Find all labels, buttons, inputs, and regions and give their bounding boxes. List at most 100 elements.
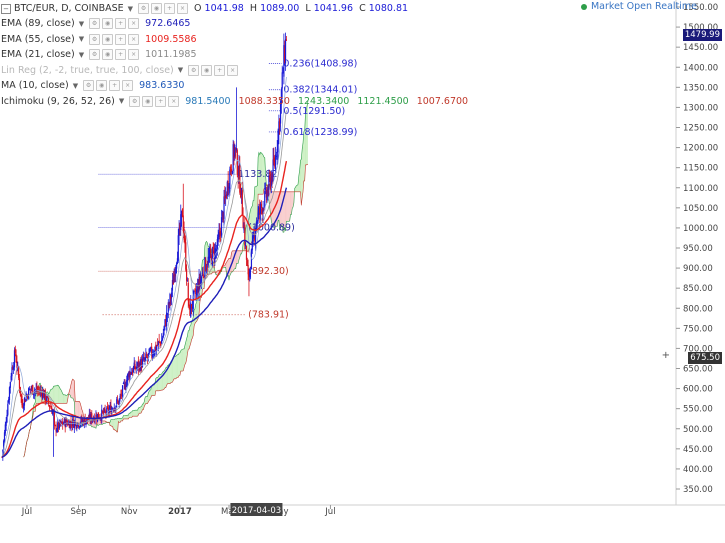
add-icon[interactable]: + bbox=[214, 64, 226, 76]
candle-body bbox=[192, 293, 194, 309]
settings-icon[interactable]: ⚙ bbox=[138, 3, 150, 14]
close-icon[interactable]: × bbox=[177, 3, 189, 14]
add-icon[interactable]: + bbox=[109, 80, 121, 91]
settings-icon[interactable]: ⚙ bbox=[188, 64, 200, 76]
candle-body bbox=[157, 341, 159, 345]
cloud-segment bbox=[76, 401, 77, 423]
close-icon[interactable]: × bbox=[128, 33, 140, 45]
close-icon[interactable]: × bbox=[128, 49, 140, 60]
y-tick-label: 700.00 bbox=[683, 344, 713, 354]
crosshair-plus-icon[interactable]: + bbox=[661, 350, 670, 361]
cloud-segment bbox=[174, 356, 175, 379]
eye-icon[interactable]: ◉ bbox=[102, 33, 114, 45]
cloud-segment bbox=[64, 394, 66, 404]
settings-icon[interactable]: ⚙ bbox=[89, 18, 101, 29]
cloud-segment bbox=[191, 320, 193, 340]
chevron-down-icon[interactable]: ▼ bbox=[127, 4, 134, 13]
indicator-name[interactable]: Lin Reg (2, -2, true, true, 100, close) bbox=[1, 64, 174, 76]
candle-body bbox=[103, 408, 105, 413]
eye-icon[interactable]: ◉ bbox=[102, 18, 114, 29]
candle-body bbox=[194, 289, 196, 291]
candle-body bbox=[118, 399, 120, 404]
cloud-segment bbox=[184, 345, 185, 368]
candle-body bbox=[175, 267, 177, 274]
close-icon[interactable]: × bbox=[128, 18, 140, 29]
candle-body bbox=[254, 237, 256, 241]
x-tick-label: Mar bbox=[221, 507, 238, 517]
cloud-segment bbox=[263, 155, 264, 195]
candle-body bbox=[165, 320, 167, 326]
candle-body bbox=[76, 427, 78, 429]
candle-body bbox=[190, 302, 192, 317]
candle-body bbox=[284, 39, 287, 64]
settings-icon[interactable]: ⚙ bbox=[83, 80, 95, 91]
add-icon[interactable]: + bbox=[115, 33, 127, 45]
cloud-segment bbox=[135, 410, 137, 417]
candle-body bbox=[146, 354, 148, 357]
cloud-segment bbox=[195, 302, 197, 323]
candle-body bbox=[221, 210, 223, 216]
cloud-segment bbox=[296, 185, 298, 192]
candle-body bbox=[150, 347, 152, 350]
indicator-name[interactable]: EMA (89, close) bbox=[1, 18, 75, 29]
candle-body bbox=[195, 289, 198, 296]
indicator-name[interactable]: MA (10, close) bbox=[1, 80, 69, 91]
cloud-segment bbox=[197, 297, 199, 320]
price-level-label: (892.30) bbox=[248, 266, 289, 277]
candle-body bbox=[205, 268, 208, 270]
chevron-down-icon[interactable]: ▼ bbox=[72, 81, 79, 90]
eye-icon[interactable]: ◉ bbox=[102, 49, 114, 60]
y-tick-label: 600.00 bbox=[683, 385, 713, 395]
chevron-down-icon[interactable]: ▼ bbox=[118, 97, 125, 105]
candle-body bbox=[143, 358, 145, 361]
close-icon[interactable]: × bbox=[227, 64, 239, 76]
candle-body bbox=[233, 144, 235, 158]
candle-body bbox=[137, 360, 139, 369]
cloud-segment bbox=[134, 410, 136, 417]
candle-body bbox=[9, 382, 11, 388]
cloud-segment bbox=[179, 350, 181, 376]
chevron-down-icon[interactable]: ▼ bbox=[78, 50, 85, 59]
candle-body bbox=[245, 244, 247, 247]
add-icon[interactable]: + bbox=[115, 18, 127, 29]
candle-body bbox=[68, 421, 70, 428]
indicator-action-buttons: ⚙ ◉ + × bbox=[89, 33, 140, 45]
settings-icon[interactable]: ⚙ bbox=[129, 95, 141, 107]
settings-icon[interactable]: ⚙ bbox=[89, 33, 101, 45]
candle-body bbox=[144, 357, 146, 361]
fib-level-label: 0.236(1408.98) bbox=[283, 59, 357, 70]
eye-icon[interactable]: ◉ bbox=[201, 64, 213, 76]
candle-body bbox=[87, 419, 90, 421]
eye-icon[interactable]: ◉ bbox=[151, 3, 163, 14]
indicator-name[interactable]: EMA (55, close) bbox=[1, 33, 75, 45]
candle-body bbox=[201, 272, 203, 276]
add-icon[interactable]: + bbox=[155, 95, 167, 107]
indicator-name[interactable]: Ichimoku (9, 26, 52, 26) bbox=[1, 95, 115, 107]
chevron-down-icon[interactable]: ▼ bbox=[78, 35, 85, 43]
chevron-down-icon[interactable]: ▼ bbox=[177, 66, 184, 74]
y-tick-label: 1100.00 bbox=[683, 184, 718, 194]
symbol-label[interactable]: BTC/EUR, D, COINBASE bbox=[14, 3, 124, 14]
chevron-down-icon[interactable]: ▼ bbox=[78, 19, 85, 28]
close-icon[interactable]: × bbox=[168, 95, 180, 107]
close-icon[interactable]: × bbox=[122, 80, 134, 91]
cloud-segment bbox=[98, 419, 100, 426]
collapse-toggle-icon[interactable]: − bbox=[1, 3, 11, 14]
settings-icon[interactable]: ⚙ bbox=[89, 49, 101, 60]
cloud-segment bbox=[158, 374, 160, 391]
candle-body bbox=[212, 246, 214, 249]
candle-body bbox=[200, 279, 202, 286]
candle-body bbox=[225, 194, 228, 198]
cloud-segment bbox=[73, 379, 75, 402]
candle-body bbox=[237, 176, 239, 178]
add-icon[interactable]: + bbox=[164, 3, 176, 14]
cloud-segment bbox=[250, 207, 252, 245]
indicator-name[interactable]: EMA (21, close) bbox=[1, 49, 75, 60]
add-icon[interactable]: + bbox=[115, 49, 127, 60]
indicator-row: EMA (21, close) ▼ ⚙ ◉ + × 1011.1985 bbox=[0, 47, 205, 62]
indicator-row: Lin Reg (2, -2, true, true, 100, close) ▼… bbox=[0, 63, 244, 78]
eye-icon[interactable]: ◉ bbox=[142, 95, 154, 107]
eye-icon[interactable]: ◉ bbox=[96, 80, 108, 91]
ma10-line bbox=[1, 76, 287, 457]
